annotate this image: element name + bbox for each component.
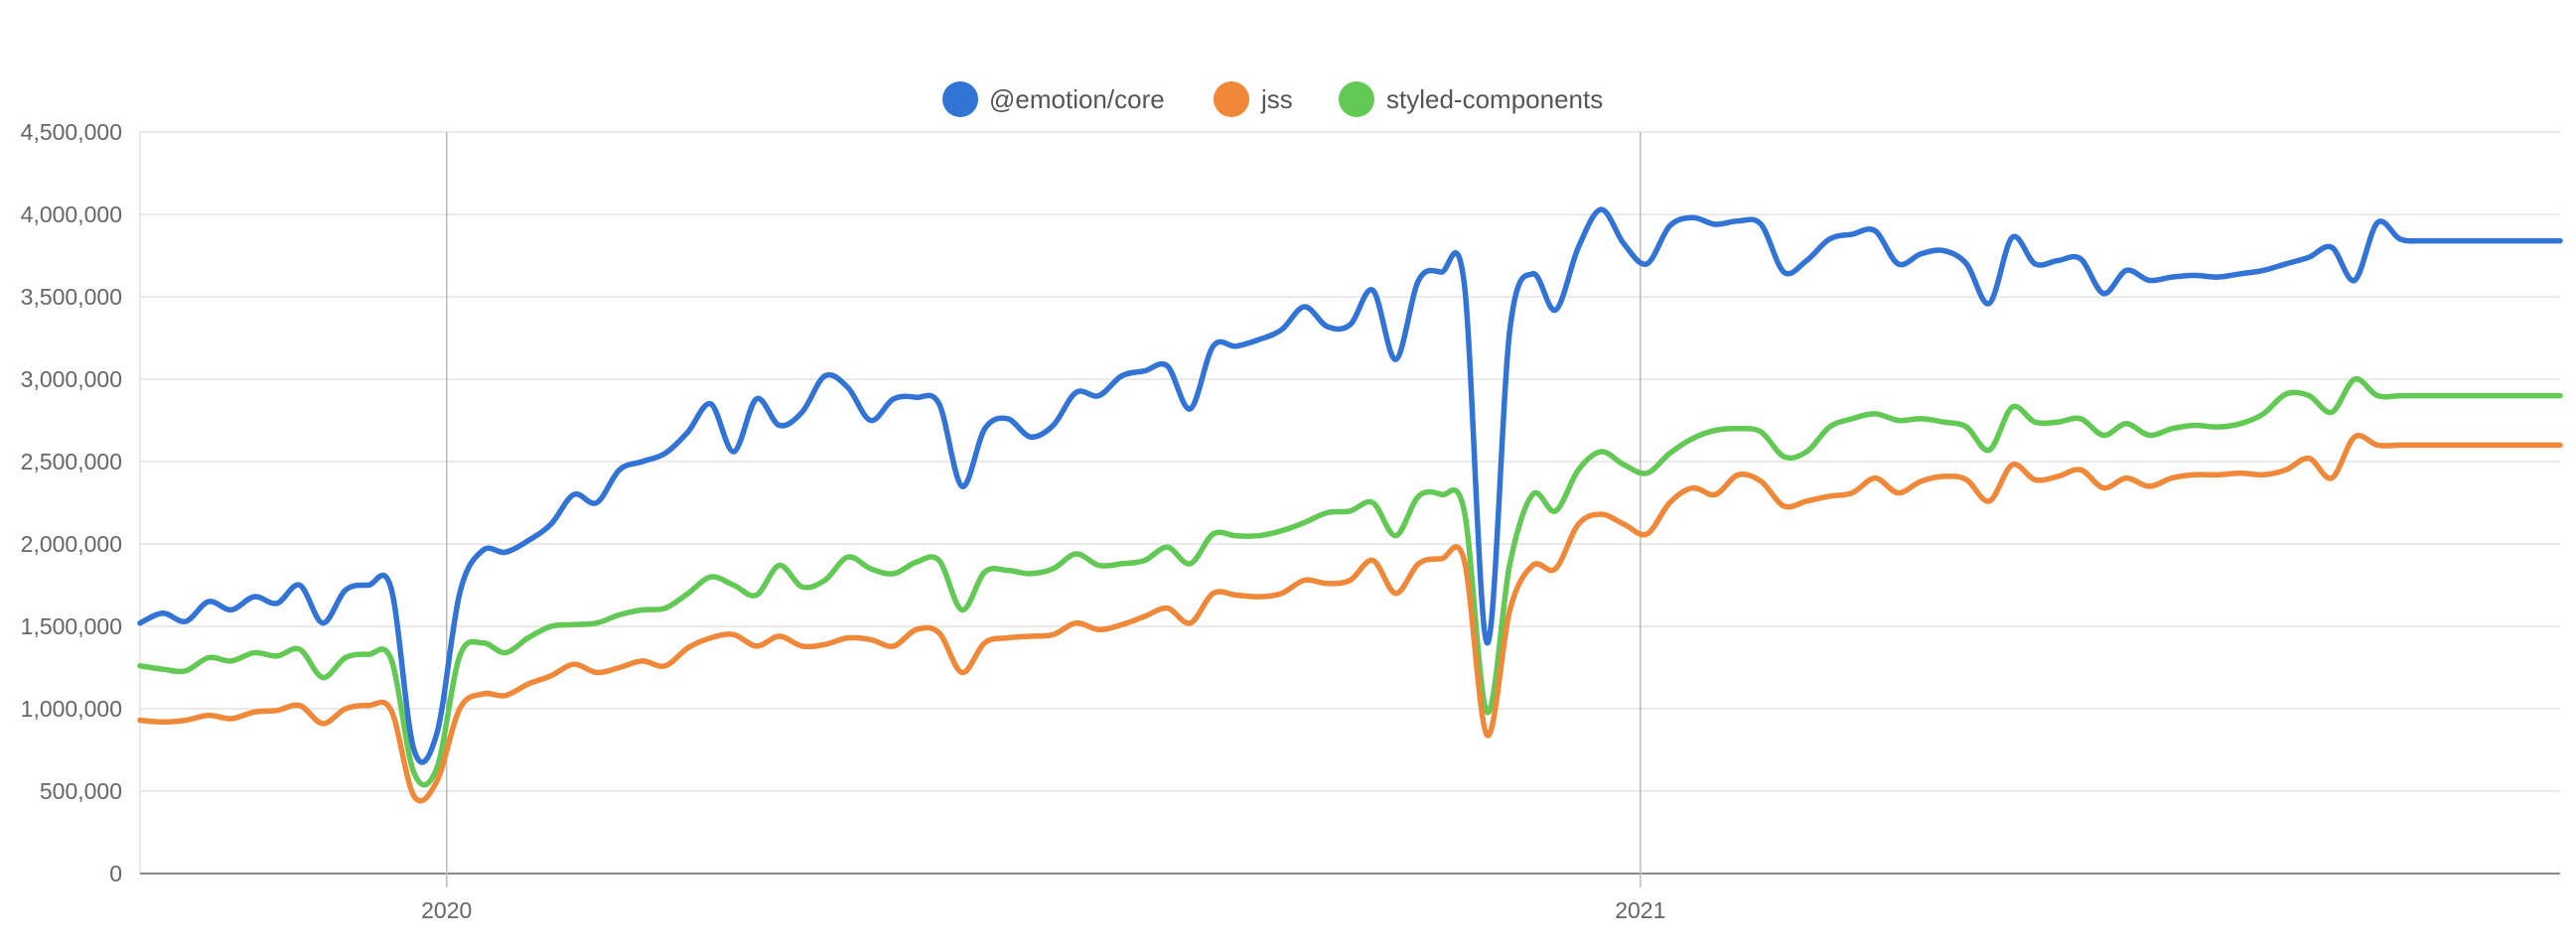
legend: @emotion/core jss styled-components <box>942 81 1603 117</box>
y-tick-label: 2,500,000 <box>21 449 122 474</box>
legend-swatch <box>1339 81 1374 117</box>
legend-swatch <box>1214 81 1249 117</box>
y-tick-label: 0 <box>109 861 122 886</box>
y-tick-label: 1,500,000 <box>21 613 122 639</box>
y-tick-label: 1,000,000 <box>21 696 122 722</box>
series-lines <box>137 206 2563 804</box>
legend-swatch <box>942 81 978 117</box>
series-line-jss <box>137 433 2563 804</box>
series-line-emotion-core <box>137 206 2563 765</box>
y-tick-label: 500,000 <box>40 778 122 804</box>
legend-label: styled-components <box>1386 84 1603 114</box>
y-tick-label: 3,000,000 <box>21 366 122 392</box>
y-tick-label: 2,000,000 <box>21 531 122 557</box>
y-tick-label: 4,000,000 <box>21 202 122 227</box>
legend-label: jss <box>1260 84 1293 114</box>
x-tick-label: 2020 <box>421 897 472 923</box>
grid <box>139 131 2560 887</box>
x-tick-label: 2021 <box>1615 897 1665 923</box>
series-line-styled-components <box>137 376 2563 788</box>
x-axis-ticks: 2020 2021 <box>421 897 1665 923</box>
y-tick-label: 3,500,000 <box>21 284 122 310</box>
legend-label: @emotion/core <box>989 84 1165 114</box>
y-axis-ticks: 0 500,000 1,000,000 1,500,000 2,000,000 2,500… <box>21 119 122 886</box>
y-tick-label: 4,500,000 <box>21 119 122 145</box>
